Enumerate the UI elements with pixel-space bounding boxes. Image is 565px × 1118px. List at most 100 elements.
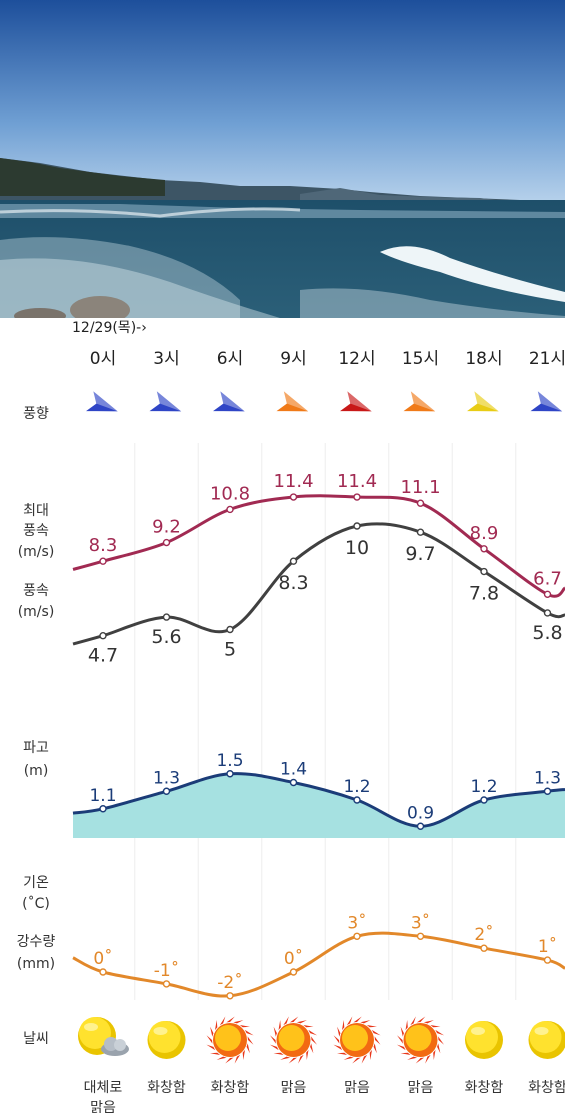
wave-value: 1.5 — [216, 751, 243, 771]
chart-grid — [134, 443, 517, 1000]
wind-arrow-icon — [208, 387, 250, 413]
row-label-wind-dir: 풍향 — [23, 406, 49, 422]
wind-arrow-icon — [335, 387, 377, 413]
sun-icon — [465, 1021, 503, 1059]
wind-value: 8.3 — [278, 572, 308, 594]
wind-value: 5.8 — [532, 622, 562, 644]
max-wind-point — [162, 538, 171, 547]
temp-value: -2˚ — [217, 972, 242, 993]
max-wind-value: 10.8 — [210, 483, 250, 504]
wind-point — [353, 522, 361, 530]
wave-value: 1.3 — [153, 768, 180, 788]
temp-point — [162, 980, 171, 988]
max-wind-point — [353, 493, 361, 501]
wave-value: 1.3 — [534, 768, 561, 788]
wind-value: 5 — [224, 639, 236, 661]
wind-point — [162, 613, 171, 621]
hour-label: 9시 — [280, 349, 306, 369]
max-wind-line — [72, 494, 565, 598]
row-label-wave: (m) — [24, 763, 49, 779]
row-label-temp: (˚C) — [22, 895, 50, 912]
value-labels: 8.3 9.2 10.8 11.4 11.4 11.1 8.9 6.7 4.7 5.6 5 8.3 10… — [88, 471, 563, 993]
wave-point — [416, 822, 425, 830]
wave-value: 1.2 — [470, 777, 497, 797]
row-label-temp: 기온 — [23, 875, 49, 891]
wave-point — [480, 796, 488, 804]
max-wind-point — [480, 545, 488, 553]
sun-rays-icon — [269, 1016, 318, 1064]
wave-point — [226, 770, 234, 778]
wind-value: 9.7 — [405, 543, 435, 565]
max-wind-value: 11.4 — [337, 471, 377, 492]
temp-line — [72, 931, 565, 998]
wave-value: 0.9 — [407, 803, 434, 823]
sun-icon — [147, 1021, 186, 1059]
hour-label: 18시 — [465, 349, 502, 369]
temp-point — [289, 968, 298, 976]
row-label-wind: 풍속 — [23, 583, 49, 599]
wind-arrow-icon — [145, 387, 186, 413]
temp-value: 0˚ — [93, 948, 112, 969]
wind-arrow-icon — [399, 387, 440, 413]
wind-value: 4.7 — [88, 645, 118, 667]
weather-label: 맑음 — [408, 1080, 434, 1096]
weather-label: 화창함 — [211, 1080, 250, 1096]
max-wind-value: 9.2 — [152, 517, 181, 538]
max-wind-value: 6.7 — [533, 568, 562, 589]
max-wind-point — [543, 590, 552, 599]
temp-point — [226, 992, 234, 1000]
temp-value: -1˚ — [154, 960, 179, 981]
wind-point — [480, 567, 488, 576]
wind-direction-row — [81, 387, 565, 413]
wind-arrow-icon — [81, 387, 123, 413]
temp-point — [480, 944, 488, 952]
hour-label: 15시 — [402, 349, 439, 369]
max-wind-point — [99, 557, 107, 565]
row-label-wave: 파고 — [23, 740, 49, 756]
max-wind-value: 8.3 — [89, 535, 118, 556]
max-wind-value: 11.1 — [400, 477, 440, 498]
wind-point — [416, 528, 425, 536]
temp-value: 0˚ — [284, 948, 303, 969]
max-wind-value: 11.4 — [273, 471, 313, 492]
beach-photo — [0, 0, 565, 318]
max-wind-point — [416, 499, 425, 507]
temp-value: 1˚ — [538, 936, 557, 957]
wind-point — [289, 557, 298, 565]
row-label-rain: 강수량 — [17, 934, 56, 950]
max-wind-value: 8.9 — [470, 523, 499, 544]
wave-value: 1.1 — [89, 786, 116, 806]
wave-point — [543, 787, 552, 795]
max-wind-point — [226, 505, 234, 514]
weather-label: 화창함 — [528, 1080, 565, 1096]
sun-icon — [528, 1021, 565, 1059]
wind-arrow-icon — [272, 387, 313, 413]
row-label-rain: (mm) — [17, 956, 55, 972]
sun-rays-icon — [396, 1016, 445, 1064]
hour-axis: 0시 3시 6시 9시 12시 15시 18시 21시 — [90, 349, 565, 369]
wave-point — [99, 805, 107, 813]
weather-label: 대체로 — [84, 1080, 123, 1096]
hour-label: 12시 — [338, 349, 375, 369]
wave-value: 1.4 — [280, 760, 307, 780]
hour-label: 21시 — [529, 349, 565, 369]
wind-line — [72, 522, 565, 646]
wave-line — [72, 772, 565, 828]
weather-label: 화창함 — [147, 1080, 186, 1096]
hour-label: 0시 — [90, 349, 116, 369]
temp-point — [353, 932, 361, 940]
row-label-max-wind: (m/s) — [18, 544, 55, 560]
temp-point — [543, 956, 552, 964]
wind-point — [99, 632, 107, 640]
sun-rays-icon — [333, 1016, 381, 1064]
row-label-wind: (m/s) — [18, 604, 55, 620]
weather-label: 맑음 — [281, 1080, 307, 1096]
date-label[interactable]: 12/29(목)-› — [72, 320, 147, 336]
row-label-weather: 날씨 — [23, 1031, 49, 1047]
temp-value: 3˚ — [347, 912, 366, 933]
hour-label: 6시 — [217, 349, 243, 369]
row-label-max-wind: 최대 — [23, 503, 49, 519]
